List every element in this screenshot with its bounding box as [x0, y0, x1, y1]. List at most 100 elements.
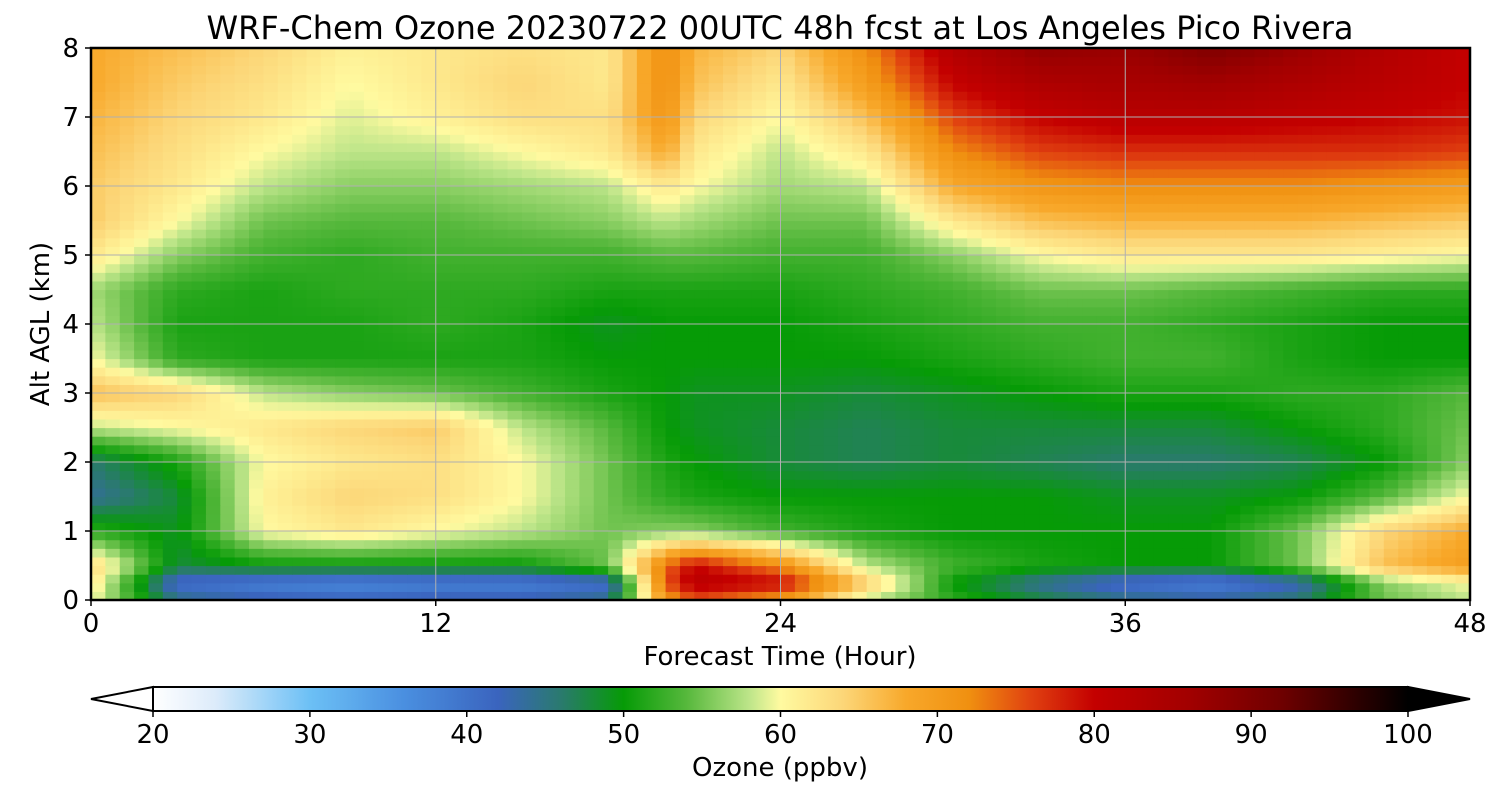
heatmap-cell	[909, 186, 925, 196]
heatmap-cell	[636, 539, 652, 549]
heatmap-cell	[91, 211, 106, 222]
heatmap-cell	[335, 272, 351, 282]
heatmap-cell	[780, 453, 796, 463]
heatmap-cell	[593, 410, 609, 420]
heatmap-cell	[220, 263, 236, 273]
heatmap-cell	[435, 315, 451, 325]
heatmap-cell	[1067, 453, 1083, 463]
heatmap-cell	[421, 453, 437, 463]
heatmap-cell	[608, 513, 624, 523]
heatmap-cell	[852, 410, 868, 420]
heatmap-cell	[665, 479, 681, 489]
heatmap-cell	[737, 177, 753, 187]
heatmap-cell	[708, 513, 724, 523]
heatmap-cell	[292, 591, 308, 600]
heatmap-cell	[105, 427, 121, 437]
heatmap-cell	[1168, 531, 1184, 541]
heatmap-cell	[981, 548, 997, 558]
heatmap-cell	[177, 177, 193, 187]
heatmap-cell	[392, 548, 408, 558]
heatmap-cell	[1125, 505, 1141, 515]
heatmap-cell	[1225, 496, 1241, 506]
heatmap-cell	[335, 237, 351, 247]
heatmap-cell	[1125, 384, 1141, 394]
heatmap-cell	[392, 203, 408, 213]
heatmap-cell	[565, 237, 580, 247]
heatmap-cell	[407, 160, 422, 170]
heatmap-cell	[550, 211, 566, 222]
heatmap-cell	[521, 168, 537, 178]
heatmap-cell	[866, 410, 882, 420]
heatmap-cell	[335, 194, 351, 204]
heatmap-cell	[809, 436, 825, 446]
heatmap-cell	[105, 453, 121, 463]
heatmap-cell	[622, 211, 638, 222]
heatmap-cell	[177, 548, 193, 558]
heatmap-cell	[981, 151, 997, 161]
heatmap-cell	[205, 556, 221, 567]
heatmap-cell	[119, 470, 135, 480]
heatmap-cell	[407, 574, 422, 584]
heatmap-cell	[1297, 289, 1313, 299]
heatmap-cell	[349, 496, 365, 506]
heatmap-cell	[679, 539, 695, 549]
heatmap-cell	[1067, 582, 1083, 592]
heatmap-cell	[938, 194, 954, 204]
heatmap-cell	[220, 487, 236, 498]
heatmap-cell	[1326, 591, 1342, 600]
heatmap-cell	[392, 220, 408, 230]
heatmap-cell	[1153, 151, 1169, 161]
heatmap-cell	[1110, 496, 1126, 506]
heatmap-cell	[579, 203, 595, 213]
heatmap-cell	[1412, 324, 1428, 334]
heatmap-cell	[507, 375, 523, 385]
heatmap-cell	[866, 401, 882, 411]
heatmap-cell	[1297, 427, 1313, 437]
heatmap-cell	[478, 298, 494, 308]
heatmap-cell	[636, 444, 652, 454]
heatmap-cell	[1283, 289, 1299, 299]
heatmap-cell	[809, 168, 825, 178]
heatmap-cell	[679, 444, 695, 454]
heatmap-cell	[191, 324, 207, 334]
heatmap-cell	[981, 272, 997, 282]
heatmap-cell	[1426, 229, 1442, 239]
heatmap-cell	[1197, 324, 1213, 334]
heatmap-cell	[148, 255, 164, 265]
heatmap-cell	[1067, 470, 1083, 480]
heatmap-cell	[421, 255, 437, 265]
heatmap-cell	[407, 229, 422, 239]
heatmap-cell	[651, 160, 667, 170]
heatmap-cell	[162, 462, 178, 472]
heatmap-cell	[1182, 160, 1198, 170]
heatmap-cell	[995, 487, 1011, 498]
heatmap-cell	[1326, 358, 1342, 368]
heatmap-cell	[249, 229, 264, 239]
heatmap-cell	[435, 246, 451, 256]
heatmap-cell	[292, 280, 308, 291]
heatmap-cell	[622, 487, 638, 498]
heatmap-cell	[205, 565, 221, 575]
heatmap-cell	[220, 375, 236, 385]
heatmap-cell	[191, 574, 207, 584]
heatmap-cell	[378, 177, 394, 187]
heatmap-cell	[895, 401, 911, 411]
heatmap-cell	[1125, 582, 1141, 592]
heatmap-cell	[981, 168, 997, 178]
heatmap-cell	[421, 496, 437, 506]
heatmap-cell	[349, 237, 365, 247]
heatmap-cell	[651, 298, 667, 308]
heatmap-cell	[1441, 487, 1457, 498]
heatmap-cell	[134, 177, 150, 187]
heatmap-cell	[234, 479, 250, 489]
heatmap-cell	[148, 393, 164, 403]
heatmap-cell	[1024, 384, 1040, 394]
heatmap-cell	[162, 358, 178, 368]
heatmap-cell	[1268, 410, 1284, 420]
heatmap-cell	[1412, 436, 1428, 446]
heatmap-cell	[1053, 229, 1069, 239]
heatmap-cell	[924, 349, 940, 360]
heatmap-cell	[708, 358, 724, 368]
heatmap-cell	[464, 522, 480, 532]
heatmap-cell	[277, 401, 293, 411]
